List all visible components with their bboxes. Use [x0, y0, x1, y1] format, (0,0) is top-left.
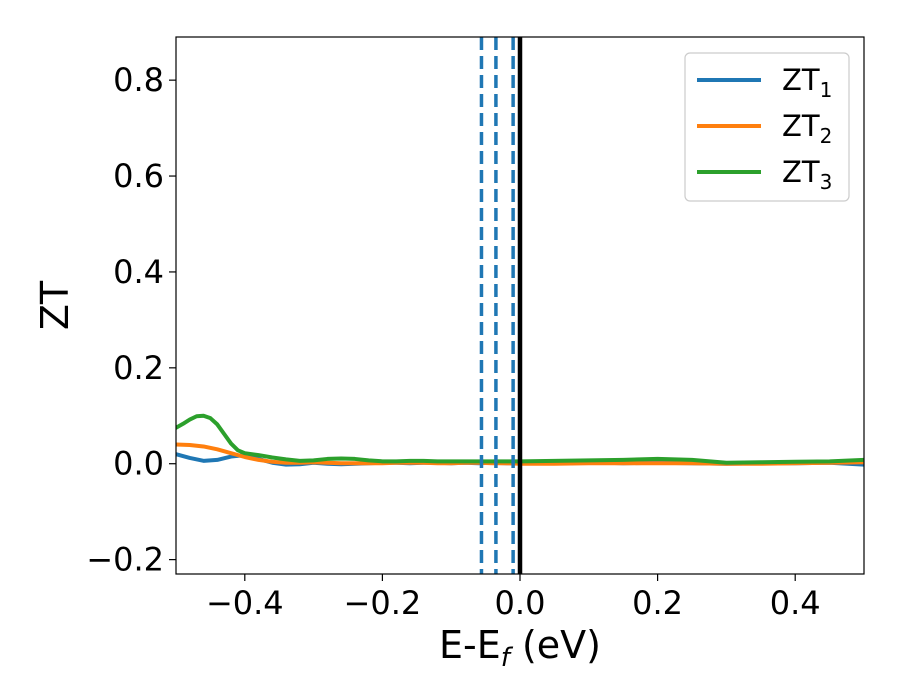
tick-group: −0.4 −0.2 0.0 0.2 0.4 −0.2 0.0 0.2 0.4 0.6 0.8 — [86, 61, 820, 622]
y-tick-label: 0.0 — [113, 445, 164, 483]
legend-label-zt3: ZT3 — [782, 155, 832, 194]
y-tick-label: 0.2 — [113, 349, 164, 387]
x-tick-label: 0.0 — [495, 584, 546, 622]
y-tick-label: 0.8 — [113, 61, 164, 99]
y-tick-label: 0.6 — [113, 157, 164, 195]
legend-label-zt1: ZT1 — [782, 63, 832, 102]
y-tick-label: 0.4 — [113, 253, 164, 291]
legend-box — [684, 52, 850, 202]
x-axis-label: E-Ef (eV) — [439, 623, 601, 673]
x-axis-label-main: E-E — [439, 623, 501, 667]
y-axis-label: ZT — [33, 280, 77, 330]
x-axis-label-tail: (eV) — [510, 623, 601, 667]
x-tick-label: −0.4 — [206, 584, 284, 622]
x-tick-label: 0.2 — [632, 584, 683, 622]
legend: ZT1 ZT2 ZT3 — [684, 52, 850, 202]
plot-clip-group — [176, 37, 864, 574]
x-tick-label: −0.2 — [344, 584, 422, 622]
x-tick-label: 0.4 — [770, 584, 821, 622]
legend-label-zt2: ZT2 — [782, 109, 832, 148]
plot-area — [176, 37, 864, 574]
y-tick-label: −0.2 — [86, 541, 164, 579]
series-line-zt3 — [176, 413, 864, 465]
